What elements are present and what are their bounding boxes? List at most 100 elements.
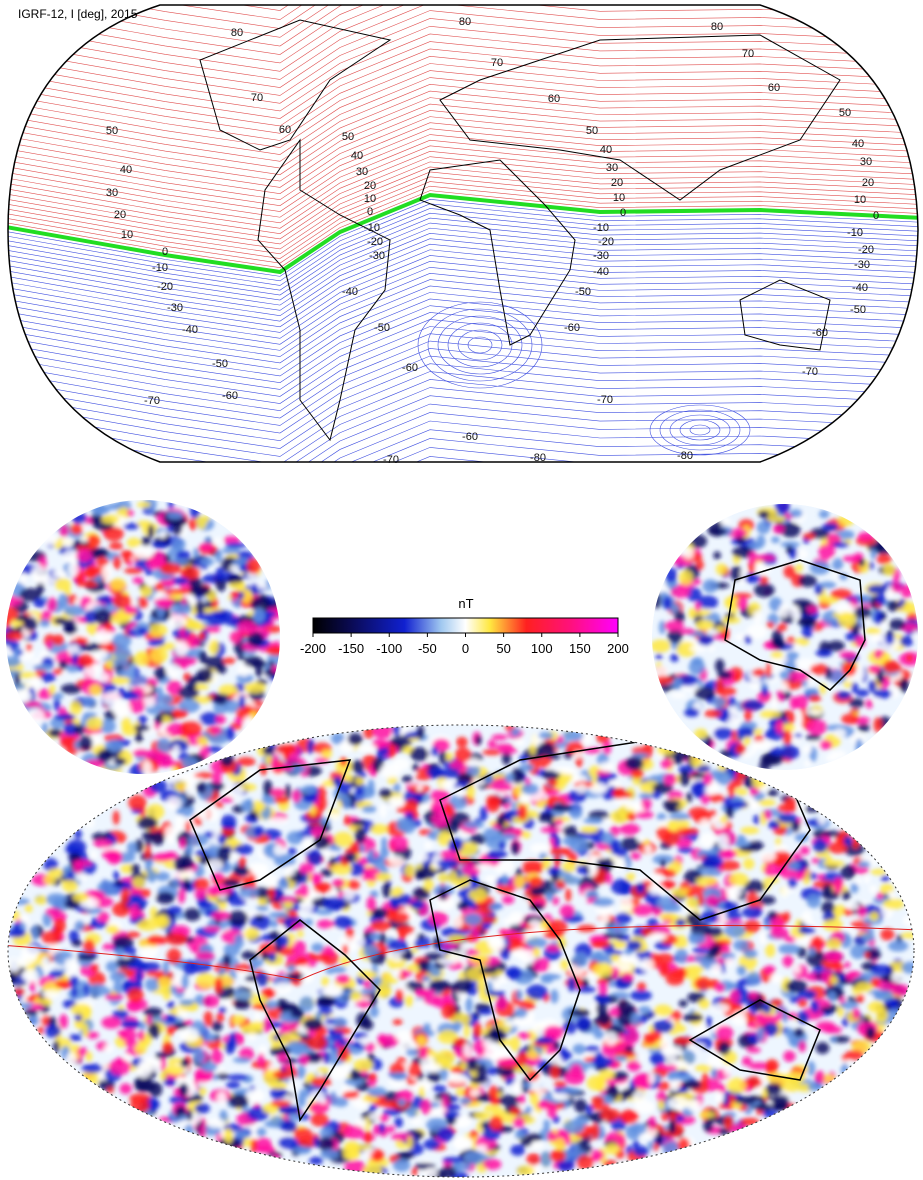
anomaly: [148, 579, 156, 587]
anomaly: [283, 901, 294, 909]
anomaly: [833, 878, 843, 893]
anomaly: [584, 1145, 592, 1153]
anomaly: [320, 1149, 339, 1159]
anomaly: [404, 799, 419, 812]
anomaly: [747, 624, 768, 640]
anomaly: [116, 948, 125, 958]
anomaly: [523, 860, 544, 870]
anomaly: [706, 1016, 712, 1028]
anomaly: [837, 691, 851, 699]
anomaly: [889, 619, 906, 630]
anomaly: [529, 876, 543, 887]
anomaly: [66, 1052, 77, 1067]
anomaly: [830, 976, 838, 985]
anomaly: [867, 585, 887, 594]
anomaly: [307, 850, 322, 865]
anomaly: [270, 788, 285, 797]
contour-label: -40: [342, 286, 358, 298]
anomaly: [348, 733, 363, 745]
anomaly: [217, 846, 231, 861]
anomaly: [219, 1006, 227, 1013]
anomaly: [72, 512, 87, 524]
anomaly: [348, 879, 360, 890]
contour-label: -30: [854, 259, 870, 271]
anomaly: [873, 717, 882, 732]
anomaly: [400, 819, 415, 834]
anomaly: [517, 1032, 531, 1040]
anomaly: [424, 1063, 441, 1073]
contour-label: 60: [548, 93, 560, 105]
contour-label: 10: [364, 193, 376, 205]
anomaly: [188, 518, 197, 530]
anomaly: [216, 1012, 225, 1021]
anomaly: [715, 772, 732, 786]
anomaly: [437, 859, 459, 869]
anomaly: [74, 724, 85, 736]
anomaly: [437, 1127, 454, 1141]
anomaly: [708, 869, 721, 876]
anomaly: [499, 747, 517, 753]
anomaly: [204, 1033, 217, 1042]
anomaly: [543, 1119, 550, 1130]
anomaly: [670, 692, 686, 698]
anomaly: [751, 775, 767, 789]
anomaly: [380, 847, 389, 859]
anomaly: [113, 810, 120, 824]
anomaly: [168, 614, 187, 628]
anomaly: [406, 1048, 420, 1056]
anomaly: [179, 838, 186, 849]
anomaly: [870, 869, 886, 875]
anomaly: [502, 917, 521, 925]
contour-label: 30: [860, 156, 872, 168]
anomaly: [85, 565, 98, 578]
anomaly: [475, 1145, 487, 1152]
anomaly: [698, 893, 704, 906]
anomaly: [550, 989, 559, 1003]
anomaly: [307, 1036, 327, 1050]
anomaly: [740, 827, 759, 835]
anomaly: [89, 684, 102, 695]
contour-label: -10: [847, 227, 863, 239]
contour-label: -20: [598, 236, 614, 248]
contour-label: 50: [839, 107, 851, 119]
anomaly: [146, 971, 163, 977]
anomaly: [197, 668, 214, 682]
anomaly: [49, 684, 55, 695]
anomaly: [789, 509, 802, 518]
anomaly: [226, 1082, 241, 1089]
anomaly: [798, 1041, 806, 1052]
anomaly: [199, 631, 206, 640]
anomaly: [154, 582, 164, 591]
contour-label: 30: [606, 162, 618, 174]
anomaly: [102, 565, 112, 580]
anomaly: [321, 749, 332, 758]
anomaly: [321, 977, 329, 987]
anomaly: [783, 1051, 795, 1063]
anomaly: [197, 518, 206, 529]
anomaly: [22, 969, 39, 983]
anomaly: [856, 689, 869, 697]
anomaly: [554, 1081, 566, 1088]
anomaly: [766, 622, 774, 629]
anomaly: [842, 662, 857, 677]
anomaly: [560, 905, 575, 918]
colorbar: [313, 618, 618, 633]
anomaly: [460, 1061, 467, 1071]
anomaly: [675, 948, 688, 963]
anomaly: [876, 1008, 888, 1023]
anomaly: [195, 1103, 210, 1113]
anomaly: [110, 971, 126, 982]
contour-label: 60: [768, 82, 780, 94]
contour-label: 50: [106, 125, 118, 137]
anomaly: [608, 981, 615, 988]
anomaly: [499, 841, 506, 850]
anomaly: [416, 1035, 426, 1045]
contour-label: 50: [586, 125, 598, 137]
anomaly: [799, 621, 817, 627]
anomaly: [468, 1058, 478, 1071]
anomaly: [760, 710, 781, 718]
anomaly: [215, 802, 224, 808]
anomaly: [660, 913, 678, 920]
anomaly: [586, 1105, 593, 1115]
anomaly: [360, 1037, 369, 1046]
